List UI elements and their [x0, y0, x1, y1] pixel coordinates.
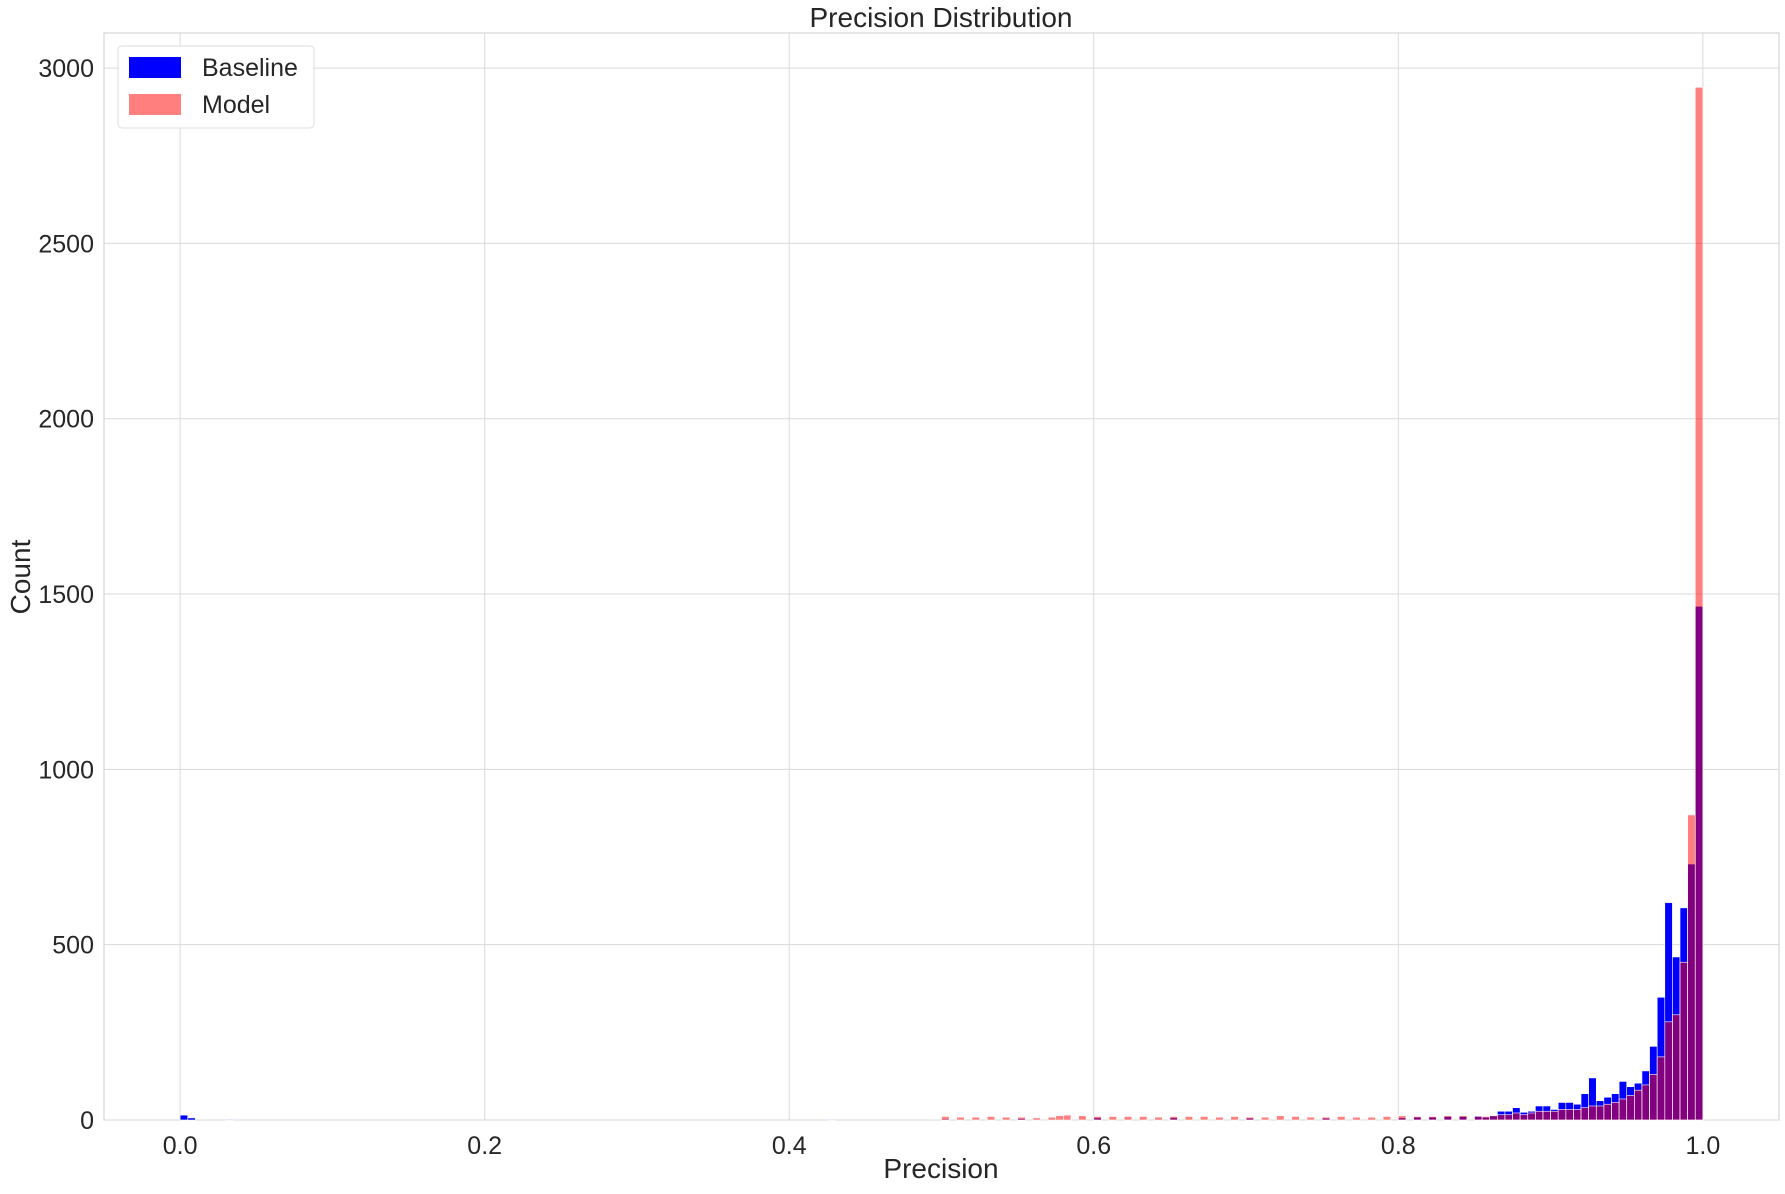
- y-tick-label: 3000: [38, 55, 94, 83]
- bar-model: [1108, 1116, 1117, 1121]
- bar-model: [1200, 1116, 1209, 1121]
- bar-model: [1245, 1116, 1254, 1121]
- bar-model: [1664, 1021, 1673, 1121]
- bar-model: [1634, 1089, 1643, 1121]
- bar-model: [1382, 1116, 1392, 1121]
- y-tick-label: 2500: [38, 230, 94, 258]
- bar-model: [1093, 1116, 1102, 1121]
- bar-model: [1078, 1115, 1087, 1121]
- bar-model: [1504, 1114, 1513, 1121]
- bar-model: [1573, 1109, 1582, 1121]
- x-tick-label: 0.8: [1381, 1132, 1416, 1160]
- bar-model: [1687, 814, 1696, 1121]
- bar-model: [1139, 1116, 1148, 1121]
- y-tick-label: 500: [52, 932, 94, 960]
- y-axis-label: Count: [5, 539, 36, 614]
- bar-model: [1626, 1095, 1635, 1121]
- x-tick-label: 0.6: [1076, 1132, 1111, 1160]
- bar-model: [1603, 1103, 1612, 1121]
- bar-baseline: [187, 1117, 196, 1121]
- bar-model: [956, 1116, 965, 1121]
- bar-model: [1230, 1116, 1239, 1121]
- y-tick-label: 1500: [38, 581, 94, 609]
- bar-model: [1055, 1115, 1064, 1121]
- bar-model: [1527, 1112, 1536, 1121]
- bar-model: [1032, 1117, 1041, 1121]
- bar-model: [1550, 1110, 1559, 1121]
- y-tick-label: 0: [80, 1107, 94, 1135]
- bar-model: [1496, 1114, 1506, 1121]
- legend: Baseline Model: [117, 45, 315, 129]
- bar-model: [1123, 1116, 1133, 1121]
- bar-model: [1474, 1116, 1483, 1121]
- bar-model: [1580, 1107, 1589, 1121]
- bar-model: [1656, 1056, 1666, 1121]
- bar-model: [1679, 961, 1688, 1121]
- bar-model: [1017, 1116, 1026, 1121]
- tick-labels: 0.0 0.2 0.4 0.6 0.8 1.0 0 500 1000 1500 2000 2500 30…: [38, 55, 1720, 1160]
- bar-model: [1047, 1116, 1057, 1121]
- bar-model: [1611, 1102, 1620, 1121]
- bar-model: [1337, 1116, 1346, 1121]
- legend-label-model: Model: [202, 91, 270, 119]
- bar-model: [1352, 1116, 1361, 1121]
- bar-model: [1215, 1116, 1224, 1121]
- x-axis-label: Precision: [883, 1153, 998, 1184]
- bar-model: [1588, 1105, 1597, 1121]
- bar-model: [1321, 1116, 1331, 1121]
- bar-model: [1458, 1115, 1468, 1121]
- plot-area-background: [103, 32, 1780, 1121]
- bar-model: [1260, 1116, 1270, 1121]
- bar-model: [1063, 1114, 1072, 1121]
- x-tick-label: 0.4: [772, 1132, 807, 1160]
- x-tick-label: 1.0: [1685, 1132, 1720, 1160]
- bar-model: [1519, 1114, 1529, 1121]
- bar-model: [1535, 1110, 1544, 1121]
- bar-model: [1276, 1115, 1285, 1121]
- bar-model: [1672, 1014, 1681, 1121]
- bars: [179, 87, 1704, 1121]
- bar-model: [1618, 1098, 1628, 1121]
- bar-model: [1641, 1084, 1650, 1121]
- bar-model: [1542, 1110, 1551, 1121]
- bar-model: [1184, 1116, 1194, 1121]
- bar-model: [1595, 1105, 1605, 1121]
- bar-baseline: [179, 1114, 189, 1121]
- bar-model: [971, 1116, 980, 1121]
- bar-model: [1413, 1116, 1422, 1121]
- bar-model: [1367, 1116, 1376, 1121]
- legend-swatch-baseline: [129, 57, 181, 78]
- bar-model: [1306, 1116, 1315, 1121]
- y-tick-label: 1000: [38, 756, 94, 784]
- bar-model: [986, 1116, 996, 1121]
- chart-title: Precision Distribution: [810, 2, 1073, 33]
- bar-model: [1512, 1112, 1521, 1121]
- legend-label-baseline: Baseline: [202, 54, 298, 82]
- bar-model: [1489, 1115, 1498, 1121]
- bar-baseline: [826, 1118, 836, 1121]
- bar-model: [1002, 1116, 1011, 1121]
- bar-model: [1291, 1116, 1300, 1121]
- x-tick-label: 0.0: [163, 1132, 198, 1160]
- bar-model: [941, 1116, 950, 1121]
- bar-model: [1169, 1116, 1178, 1121]
- bar-baseline: [225, 1118, 234, 1121]
- bar-model: [1428, 1116, 1437, 1121]
- bar-model: [1649, 1074, 1658, 1121]
- legend-swatch-model: [129, 94, 181, 115]
- bar-model: [1398, 1115, 1407, 1121]
- bar-model: [1557, 1109, 1567, 1121]
- bar-model: [1481, 1116, 1490, 1121]
- x-tick-label: 0.2: [467, 1132, 502, 1160]
- bar-model: [1443, 1115, 1452, 1121]
- y-tick-label: 2000: [38, 406, 94, 434]
- bar-model: [1694, 87, 1704, 1121]
- bar-model: [1154, 1116, 1163, 1121]
- bar-model: [1565, 1109, 1574, 1121]
